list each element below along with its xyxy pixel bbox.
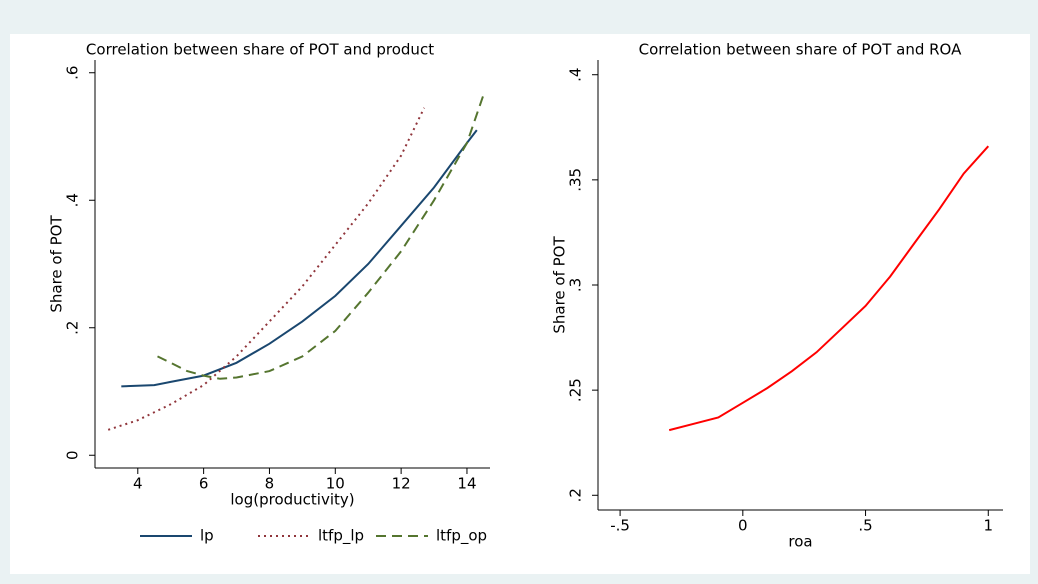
x-tick-label: 14 [457,475,476,493]
legend-label: ltfp_op [436,527,487,546]
x-tick-label: .5 [858,517,872,535]
y-tick-label: 0 [64,450,82,460]
x-tick-label: 12 [392,475,411,493]
y-tick-label: .2 [567,488,585,502]
x-tick-label: 0 [738,517,748,535]
series-line [668,145,990,432]
graph-region [10,34,1030,574]
series-line [121,129,478,388]
x-axis-label: log(productivity) [230,491,354,509]
x-tick-label: -.5 [610,517,630,535]
legend-label: ltfp_lp [318,527,364,546]
y-tick-label: .6 [64,66,82,80]
y-tick-label: .25 [567,378,585,402]
chart-title: Correlation between share of POT and pro… [86,41,434,59]
y-tick-label: .35 [567,168,585,192]
series-line [157,94,485,380]
y-tick-label: .4 [567,68,585,82]
x-tick-label: 1 [983,517,993,535]
y-axis-label: Share of POT [48,215,66,313]
x-tick-label: 8 [265,475,275,493]
chart-title: Correlation between share of POT and ROA [639,41,962,59]
x-tick-label: 4 [133,475,143,493]
x-tick-label: 10 [326,475,345,493]
legend-label: lp [200,527,214,545]
y-axis-label: Share of POT [551,236,569,334]
series-line [107,107,426,431]
x-tick-label: 6 [199,475,209,493]
x-axis-label: roa [788,533,812,551]
y-tick-label: .4 [64,193,82,207]
y-tick-label: .3 [567,278,585,292]
y-tick-label: .2 [64,321,82,335]
